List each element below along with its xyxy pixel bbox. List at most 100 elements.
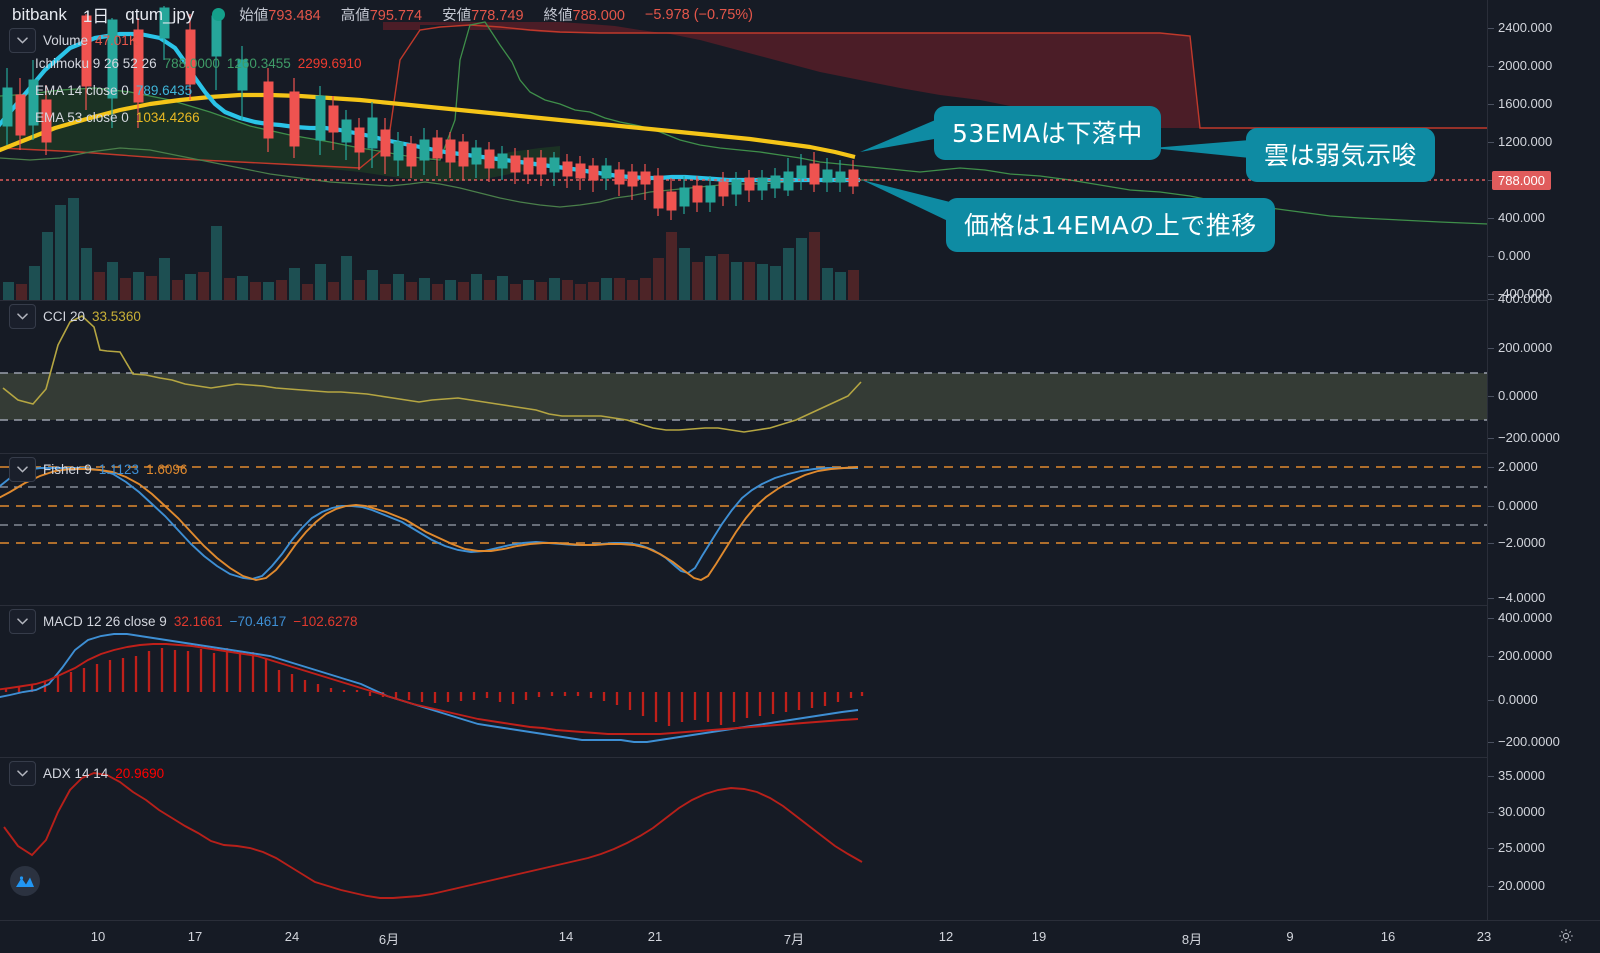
- price-tick-2: 1600.000: [1498, 96, 1553, 111]
- ichimoku-cloud-bullish: [0, 88, 560, 182]
- cci-line: [2, 315, 862, 433]
- time-tick-2: 24: [284, 929, 300, 944]
- price-tick-4: 400.000: [1498, 210, 1545, 225]
- cci-tick-2: 0.0000: [1498, 388, 1538, 403]
- time-tick-9: 8月: [1181, 932, 1203, 947]
- pane-separator-4: [0, 757, 1600, 758]
- macd-tick-0: 400.0000: [1498, 610, 1553, 625]
- volume-series: [3, 198, 859, 300]
- collapse-volume-button[interactable]: [9, 28, 36, 53]
- time-tick-5: 21: [647, 929, 663, 944]
- callout-53ema[interactable]: 53EMAは下落中: [934, 106, 1161, 160]
- chart-header: bitbank 1日 qtum_jpy 始値793.484 高値795.774 …: [12, 2, 763, 27]
- callout-cloud[interactable]: 雲は弱気示唆: [1246, 128, 1436, 182]
- fisher-trigger-line: [0, 466, 859, 582]
- ohlc-low-label: 安値: [442, 8, 472, 24]
- fisher-tick-2: −2.0000: [1498, 535, 1546, 550]
- callout-tail-cloud: [1152, 140, 1250, 158]
- macd-tick-1: 200.0000: [1498, 648, 1553, 663]
- time-tick-10: 9: [1286, 929, 1294, 944]
- change-value: −5.978 (−0.75%): [644, 6, 753, 23]
- tradingview-logo[interactable]: [10, 866, 40, 896]
- time-tick-4: 14: [558, 929, 574, 944]
- symbol-label[interactable]: qtum_jpy: [125, 4, 195, 24]
- fisher-line: [0, 467, 858, 580]
- price-tick-5: 0.000: [1498, 248, 1531, 263]
- candlestick-series: [2, 6, 859, 220]
- time-tick-0: 10: [90, 929, 106, 944]
- gear-icon: [1559, 929, 1573, 943]
- fisher-pane: [0, 466, 1488, 582]
- macd-tick-3: −200.0000: [1498, 734, 1560, 749]
- chevron-down-icon: [17, 618, 28, 625]
- cci-tick-0: 400.0000: [1498, 291, 1553, 306]
- pane-separator-1: [0, 300, 1600, 301]
- ohlc-values: 始値793.484 高値795.774 安値778.749 終値788.000 …: [239, 4, 763, 25]
- collapse-cci-button[interactable]: [9, 304, 36, 329]
- callout-tails: [860, 118, 1250, 222]
- macd-histogram: [4, 648, 864, 726]
- collapse-macd-button[interactable]: [9, 609, 36, 634]
- time-tick-7: 12: [938, 929, 954, 944]
- macd-line: [0, 633, 859, 743]
- chevron-down-icon: [17, 37, 28, 44]
- interval-label[interactable]: 1日: [82, 7, 110, 26]
- adx-pane: [3, 772, 863, 899]
- pane-separator-3: [0, 605, 1600, 606]
- price-tick-0: 2400.000: [1498, 20, 1553, 35]
- chevron-down-icon: [17, 770, 28, 777]
- fisher-tick-3: −4.0000: [1498, 590, 1546, 605]
- collapse-fisher-button[interactable]: [9, 457, 36, 482]
- cci-pane: [0, 315, 1488, 433]
- ohlc-high-value: 795.774: [369, 8, 423, 24]
- adx-tick-0: 35.0000: [1498, 768, 1545, 783]
- tradingview-logo-icon: [16, 875, 34, 887]
- adx-tick-1: 30.0000: [1498, 804, 1545, 819]
- fisher-tick-1: 0.0000: [1498, 498, 1538, 513]
- exchange-label[interactable]: bitbank: [12, 4, 67, 24]
- ema53-line: [0, 92, 856, 160]
- callout-price-above-14ema[interactable]: 価格は14EMAの上で推移: [946, 198, 1275, 252]
- cci-band-fill: [0, 373, 1488, 420]
- ichimoku-cloud-bearish: [383, 22, 1200, 128]
- collapse-adx-button[interactable]: [9, 761, 36, 786]
- ohlc-open-label: 始値: [239, 8, 269, 24]
- time-tick-3: 6月: [378, 932, 400, 947]
- price-tick-1: 2000.000: [1498, 58, 1553, 73]
- ohlc-open-value: 793.484: [268, 8, 321, 24]
- ohlc-low-value: 778.749: [471, 8, 524, 24]
- ichimoku-span-b: [0, 24, 1488, 169]
- fisher-tick-0: 2.0000: [1498, 459, 1538, 474]
- adx-tick-2: 25.0000: [1498, 840, 1545, 855]
- macd-tick-2: 0.0000: [1498, 692, 1538, 707]
- chevron-down-icon: [17, 466, 28, 473]
- ohlc-close-value: 788.000: [572, 8, 625, 24]
- time-tick-6: 7月: [783, 932, 805, 947]
- callout-tail-price: [862, 180, 950, 222]
- price-pane: [0, 6, 1488, 300]
- price-scale[interactable]: 2400.000 2000.000 1600.000 1200.000 788.…: [1487, 0, 1600, 920]
- ohlc-close-label: 終値: [543, 8, 573, 24]
- chevron-down-icon: [17, 313, 28, 320]
- time-tick-8: 19: [1031, 929, 1047, 944]
- macd-pane: [0, 633, 864, 743]
- price-tick-3: 1200.000: [1498, 134, 1553, 149]
- time-tick-12: 23: [1476, 929, 1492, 944]
- callout-tail-53ema: [860, 118, 940, 152]
- ohlc-high-label: 高値: [340, 8, 370, 24]
- time-axis[interactable]: 10 17 24 6月 14 21 7月 12 19 8月 9 16 23: [0, 920, 1600, 953]
- cci-tick-3: −200.0000: [1498, 430, 1560, 445]
- macd-signal-line: [0, 643, 859, 735]
- status-dot-icon: [212, 8, 226, 21]
- pane-separator-2: [0, 453, 1600, 454]
- current-price-tag: 788.000: [1492, 171, 1551, 190]
- cci-tick-1: 200.0000: [1498, 340, 1553, 355]
- time-tick-11: 16: [1380, 929, 1396, 944]
- price-tick-6: -400.000: [1498, 286, 1550, 301]
- adx-line: [3, 772, 863, 899]
- chart-settings-button[interactable]: [1558, 928, 1574, 949]
- adx-tick-3: 20.0000: [1498, 878, 1545, 893]
- time-tick-1: 17: [187, 929, 203, 944]
